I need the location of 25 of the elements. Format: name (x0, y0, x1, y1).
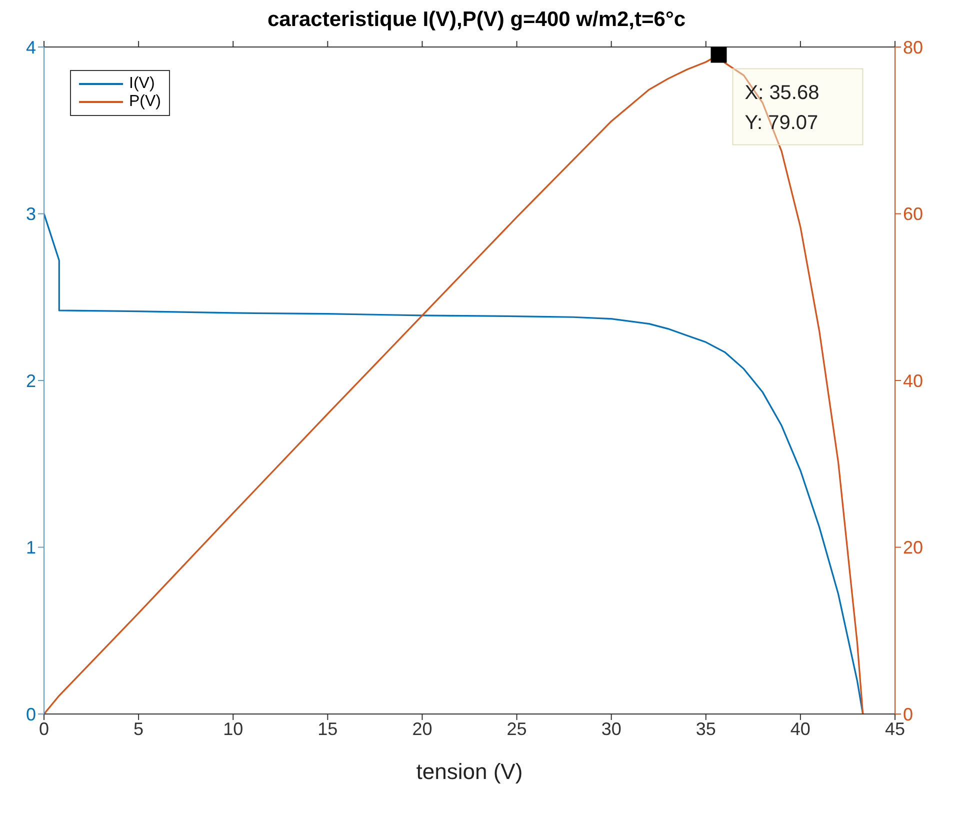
x-tick-label: 20 (412, 718, 432, 739)
chart-title: caracteristique I(V),P(V) g=400 w/m2,t=6°c (266, 8, 687, 33)
y-tick-label: 2 (26, 370, 36, 391)
x-axis-title: tension (V) (416, 759, 523, 784)
x-tick-label: 30 (601, 718, 622, 739)
x-tick-label: 45 (884, 718, 906, 739)
x-tick-label: 40 (790, 718, 810, 739)
x-tick-label: 25 (506, 718, 527, 739)
legend-label: I(V) (129, 75, 155, 93)
x-tick-label: 5 (134, 718, 144, 739)
y-tick-label: 4 (26, 37, 36, 58)
x-tick-label: 35 (696, 718, 716, 739)
x-tick-label: 10 (223, 718, 244, 739)
legend-label: P(V) (129, 93, 161, 111)
y2-tick-label: 20 (903, 538, 924, 558)
x-tick-label: 0 (38, 718, 50, 739)
y2-tick-label: 40 (903, 370, 924, 391)
y-tick-label: 3 (26, 204, 36, 224)
line-series (44, 212, 864, 714)
x-tick-label: 15 (318, 718, 338, 739)
y2-tick-label: 60 (903, 204, 924, 224)
y-tick-label: 0 (26, 704, 36, 724)
y-tick-label: 1 (26, 538, 36, 558)
y2-tick-label: 0 (903, 704, 914, 724)
y2-tick-label: 80 (903, 37, 924, 58)
